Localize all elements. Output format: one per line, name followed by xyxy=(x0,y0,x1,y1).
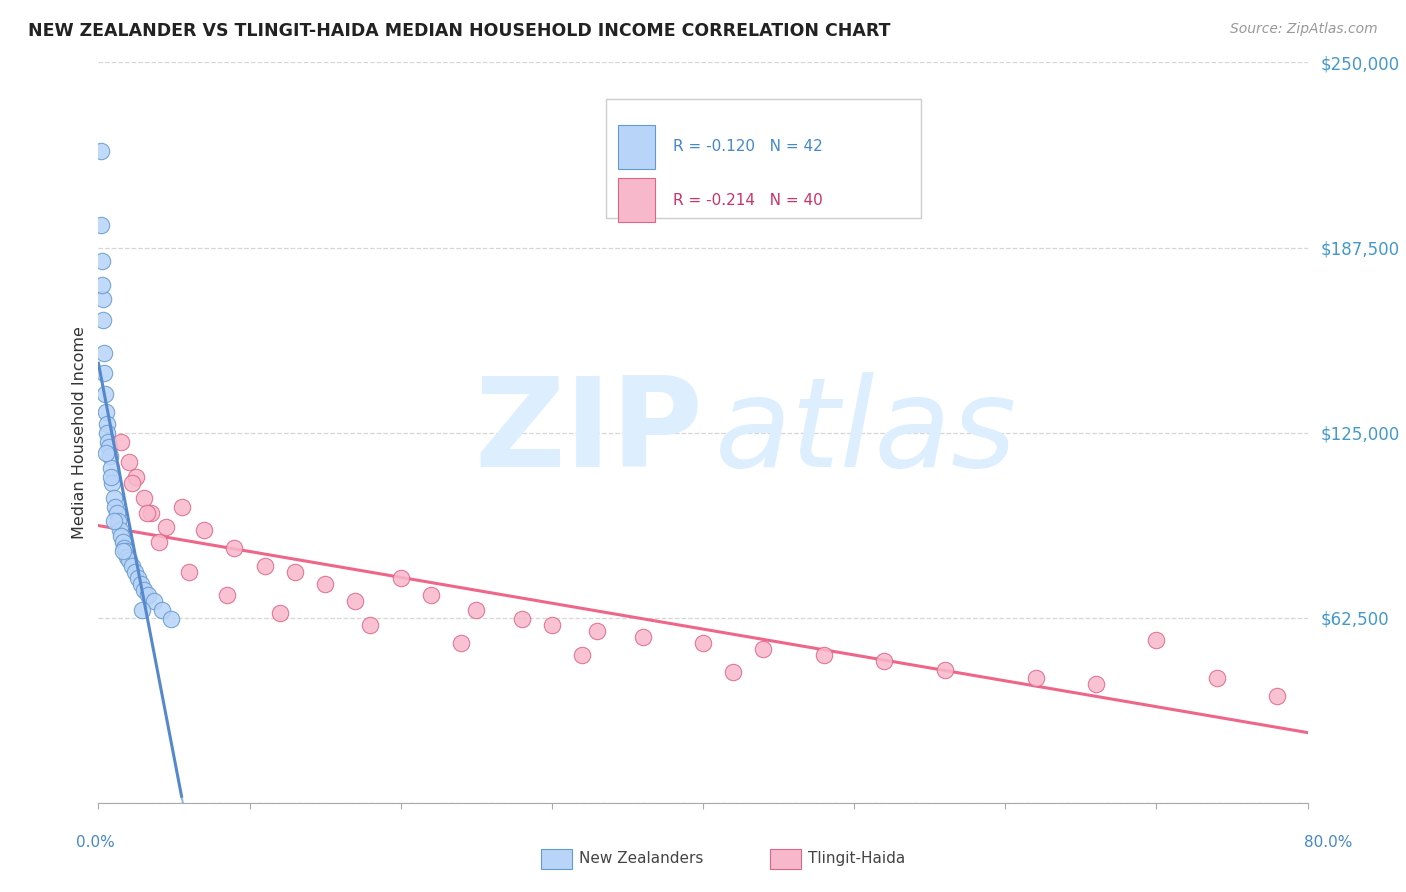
Point xyxy=(344,594,367,608)
Text: Tlingit-Haida: Tlingit-Haida xyxy=(808,851,905,865)
Point xyxy=(104,500,127,514)
Point xyxy=(105,506,128,520)
Point xyxy=(571,648,593,662)
Point xyxy=(132,491,155,505)
Point xyxy=(111,535,134,549)
Point xyxy=(129,576,152,591)
Bar xyxy=(619,125,655,169)
Point xyxy=(103,515,125,529)
Point xyxy=(136,589,159,603)
Point xyxy=(132,582,155,597)
Point xyxy=(96,425,118,440)
Point xyxy=(631,630,654,644)
Point xyxy=(148,535,170,549)
Point xyxy=(114,544,136,558)
Point xyxy=(90,219,112,233)
Point xyxy=(112,541,135,555)
Point xyxy=(692,636,714,650)
Point xyxy=(131,603,153,617)
Point xyxy=(115,549,138,564)
Point xyxy=(118,553,141,567)
FancyBboxPatch shape xyxy=(606,99,921,218)
Point xyxy=(150,603,173,617)
Point xyxy=(450,636,472,650)
Point xyxy=(90,145,112,159)
Point xyxy=(269,607,291,621)
Text: atlas: atlas xyxy=(716,372,1017,493)
Text: NEW ZEALANDER VS TLINGIT-HAIDA MEDIAN HOUSEHOLD INCOME CORRELATION CHART: NEW ZEALANDER VS TLINGIT-HAIDA MEDIAN HO… xyxy=(28,22,890,40)
Point xyxy=(873,654,896,668)
Point xyxy=(1024,672,1046,686)
Point xyxy=(93,345,115,359)
Point xyxy=(108,524,131,538)
Text: 80.0%: 80.0% xyxy=(1305,836,1353,850)
Point xyxy=(107,515,129,529)
Point xyxy=(586,624,609,638)
Point xyxy=(389,571,412,585)
Point xyxy=(121,558,143,573)
Point xyxy=(118,455,141,469)
Point xyxy=(465,603,488,617)
Point xyxy=(98,441,121,455)
Point xyxy=(540,618,562,632)
Point xyxy=(100,470,122,484)
Point xyxy=(98,450,121,464)
Text: ZIP: ZIP xyxy=(474,372,703,493)
Point xyxy=(215,589,238,603)
Point xyxy=(155,520,177,534)
Point xyxy=(1206,672,1229,686)
Point xyxy=(752,641,775,656)
Point xyxy=(170,500,193,514)
Point xyxy=(179,565,201,579)
Point xyxy=(141,506,163,520)
Point xyxy=(94,387,117,401)
Point xyxy=(723,665,745,680)
Point xyxy=(314,576,336,591)
Point xyxy=(934,663,956,677)
Text: Source: ZipAtlas.com: Source: ZipAtlas.com xyxy=(1230,22,1378,37)
Point xyxy=(125,470,148,484)
Point xyxy=(127,571,149,585)
Point xyxy=(90,277,112,292)
Point xyxy=(101,475,124,490)
Point xyxy=(284,565,307,579)
Bar xyxy=(619,178,655,222)
Point xyxy=(193,524,215,538)
Point xyxy=(360,618,382,632)
Text: 0.0%: 0.0% xyxy=(76,836,115,850)
Point xyxy=(1267,689,1289,703)
Point xyxy=(813,648,835,662)
Text: R = -0.120   N = 42: R = -0.120 N = 42 xyxy=(672,139,823,154)
Point xyxy=(224,541,246,555)
Point xyxy=(420,589,443,603)
Point xyxy=(135,506,157,520)
Point xyxy=(94,405,117,419)
Point xyxy=(110,529,132,543)
Point xyxy=(97,434,120,449)
Y-axis label: Median Household Income: Median Household Income xyxy=(72,326,87,539)
Text: New Zealanders: New Zealanders xyxy=(579,851,703,865)
Point xyxy=(253,558,276,573)
Point xyxy=(110,434,132,449)
Point xyxy=(160,612,183,626)
Point xyxy=(121,475,143,490)
Point xyxy=(143,594,166,608)
Point xyxy=(510,612,533,626)
Point xyxy=(93,367,115,381)
Point xyxy=(103,491,125,505)
Text: R = -0.214   N = 40: R = -0.214 N = 40 xyxy=(672,193,823,208)
Point xyxy=(124,565,146,579)
Point xyxy=(112,544,135,558)
Point xyxy=(96,417,118,431)
Point xyxy=(91,313,114,327)
Point xyxy=(1085,677,1108,691)
Point xyxy=(94,446,117,460)
Point xyxy=(91,293,114,307)
Point xyxy=(91,253,114,268)
Point xyxy=(100,461,122,475)
Point xyxy=(1146,632,1168,647)
